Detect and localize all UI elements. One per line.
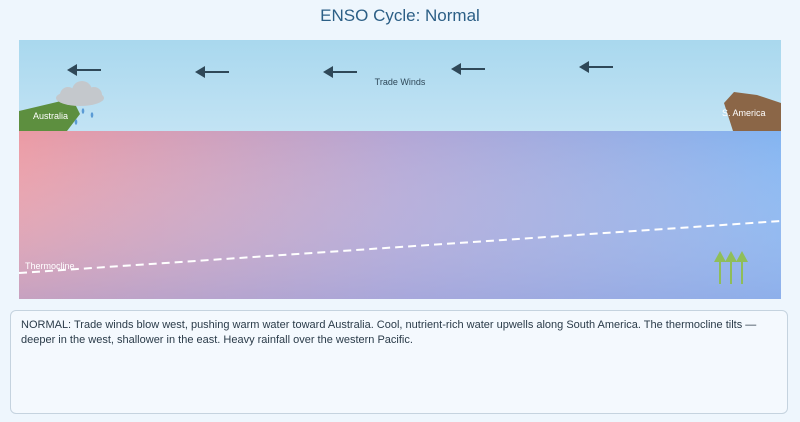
arrow-up-icon <box>714 251 726 284</box>
arrow-left-icon <box>195 66 229 78</box>
raindrop-icon <box>74 119 78 125</box>
south-america-land <box>724 92 781 131</box>
diagram-title: ENSO Cycle: Normal <box>320 6 480 25</box>
enso-diagram: Trade Winds Australia S. America Thermoc… <box>19 40 781 299</box>
raindrop-icon <box>90 112 94 118</box>
raindrop-icon <box>81 108 85 114</box>
upwelling-arrows <box>714 251 748 284</box>
sky <box>19 40 781 131</box>
south-america-label: S. America <box>722 108 766 118</box>
arrow-left-icon <box>323 66 357 78</box>
arrow-up-icon <box>736 251 748 284</box>
arrow-up-icon <box>725 251 737 284</box>
thermocline-label: Thermocline <box>25 261 75 271</box>
australia-land <box>19 98 80 131</box>
rain-drops <box>74 108 94 125</box>
arrow-left-icon <box>451 63 485 75</box>
thermocline-line <box>19 220 781 274</box>
description-panel: NORMAL: Trade winds blow west, pushing w… <box>10 310 788 414</box>
arrow-left-icon <box>579 61 613 73</box>
enso-diagram-svg: Trade Winds Australia S. America Thermoc… <box>19 40 781 299</box>
australia-label: Australia <box>33 111 68 121</box>
cloud-icon <box>56 81 104 106</box>
arrow-left-icon <box>67 64 101 76</box>
ocean-depth-shade <box>19 131 781 299</box>
description-text: NORMAL: Trade winds blow west, pushing w… <box>21 319 757 346</box>
trade-winds-label: Trade Winds <box>375 77 426 87</box>
trade-wind-arrows <box>67 61 613 78</box>
